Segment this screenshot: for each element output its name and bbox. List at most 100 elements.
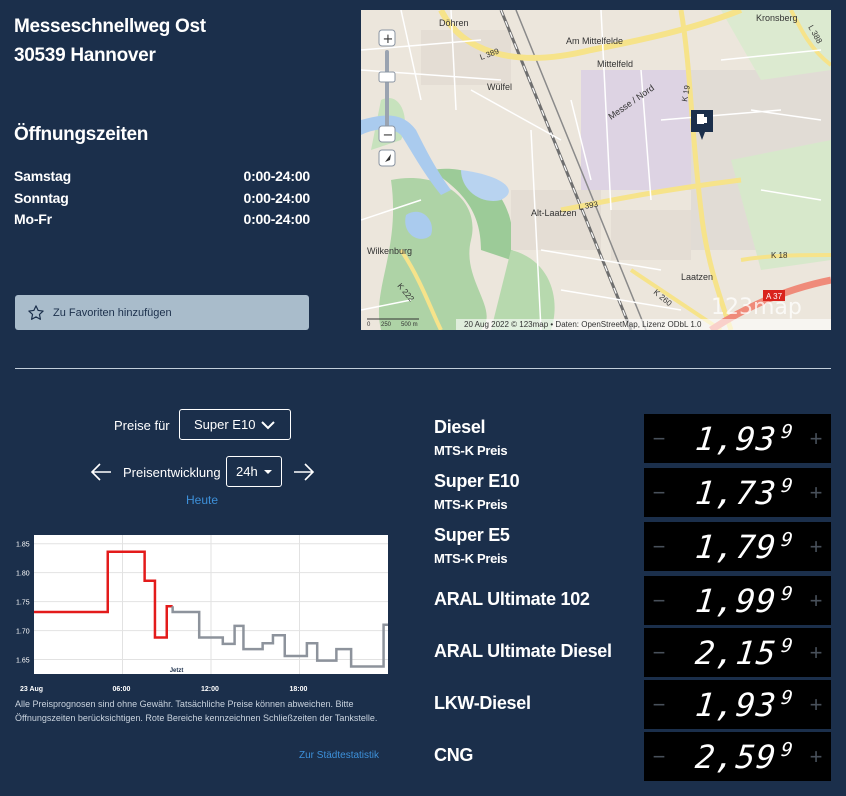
price-value: 2,599	[672, 738, 803, 776]
price-increase-button[interactable]: +	[809, 639, 823, 665]
x-tick-label: 23 Aug	[20, 686, 43, 693]
price-development-label: Preisentwicklung	[123, 465, 221, 480]
y-tick-label: 1.80	[16, 571, 30, 578]
price-decrease-button[interactable]: −	[652, 639, 666, 665]
price-tenth: 9	[780, 528, 795, 551]
time-range-select[interactable]: 24h	[226, 456, 282, 487]
locate-icon	[385, 154, 391, 162]
map-canvas[interactable]: Döhren Am Mittelfelde Mittelfeld Kronsbe…	[361, 10, 831, 330]
svg-text:250: 250	[381, 322, 392, 328]
svg-text:0: 0	[367, 322, 371, 328]
caret-down-icon	[263, 469, 272, 474]
price-main: 2,15	[693, 633, 779, 672]
y-tick-label: 1.75	[16, 600, 30, 607]
price-increase-button[interactable]: +	[809, 587, 823, 613]
road-label: K 18	[771, 251, 788, 260]
hours-day: Mo-Fr	[14, 211, 52, 227]
price-decrease-button[interactable]: −	[652, 533, 666, 559]
opening-hours-title: Öffnungszeiten	[14, 124, 149, 145]
price-series-line	[171, 606, 388, 668]
price-increase-button[interactable]: +	[809, 533, 823, 559]
price-increase-button[interactable]: +	[809, 479, 823, 505]
svg-text:500 m: 500 m	[401, 322, 418, 328]
fuel-name: ARAL Ultimate 102	[434, 589, 590, 609]
price-value: 1,939	[672, 420, 803, 458]
now-marker-label: Jetzt	[170, 668, 184, 674]
station-map[interactable]: Döhren Am Mittelfelde Mittelfeld Kronsbe…	[361, 10, 831, 330]
price-main: 2,59	[693, 737, 779, 776]
price-display: − 1,999 +	[644, 576, 831, 625]
hours-row: Mo-Fr 0:00-24:00	[14, 211, 310, 227]
price-main: 1,99	[693, 581, 779, 620]
price-increase-button[interactable]: +	[809, 743, 823, 769]
arrow-right-icon[interactable]	[293, 462, 315, 482]
city-statistics-link[interactable]: Zur Städtestatistik	[299, 750, 380, 761]
hours-time: 0:00-24:00	[243, 168, 311, 184]
fuel-price-source: MTS-K Preis	[434, 497, 508, 512]
map-scale: 0 250 500 m	[367, 318, 419, 328]
price-main: 1,93	[693, 419, 779, 458]
price-decrease-button[interactable]: −	[652, 479, 666, 505]
time-range-value: 24h	[236, 464, 258, 479]
price-display: − 2,159 +	[644, 628, 831, 677]
price-decrease-button[interactable]: −	[652, 587, 666, 613]
fuel-name: Super E5	[434, 525, 510, 545]
fuel-type-select[interactable]: Super E10	[179, 409, 291, 440]
fuel-name: ARAL Ultimate Diesel	[434, 641, 612, 661]
arrow-left-icon[interactable]	[90, 462, 112, 482]
price-series-line	[34, 550, 173, 639]
price-tenth: 9	[780, 634, 795, 657]
map-label: Döhren	[439, 18, 469, 28]
price-tenth: 9	[780, 738, 795, 761]
fuel-name: Super E10	[434, 471, 520, 491]
road-label: L 393	[578, 200, 600, 212]
zoom-control[interactable]: + −	[378, 29, 396, 167]
add-to-favorites-label: Zu Favoriten hinzufügen	[53, 306, 172, 319]
price-display: − 1,799 +	[644, 522, 831, 571]
price-display: − 1,939 +	[644, 414, 831, 463]
road-label: A 37	[766, 292, 783, 301]
price-tenth: 9	[780, 686, 795, 709]
fuel-type-selected: Super E10	[194, 417, 256, 432]
map-label: Am Mittelfelde	[566, 36, 623, 46]
x-tick-label: 06:00	[113, 686, 131, 693]
price-value: 1,739	[672, 474, 803, 512]
price-value: 1,799	[672, 528, 803, 566]
x-tick-label: 12:00	[201, 686, 219, 693]
chart-disclaimer: Alle Preisprognosen sind ohne Gewähr. Ta…	[15, 699, 378, 723]
price-decrease-button[interactable]: −	[652, 691, 666, 717]
price-value: 1,939	[672, 686, 803, 724]
price-increase-button[interactable]: +	[809, 425, 823, 451]
price-main: 1,73	[693, 473, 779, 512]
star-icon	[28, 304, 44, 320]
address-city: 30539 Hannover	[14, 45, 156, 66]
hours-time: 0:00-24:00	[243, 211, 311, 227]
x-tick-label: 18:00	[290, 686, 308, 693]
prices-for-label: Preise für	[114, 418, 170, 433]
today-link[interactable]: Heute	[186, 493, 219, 507]
price-value: 2,159	[672, 634, 803, 672]
map-brand: 123map	[711, 295, 802, 320]
map-label: Wilkenburg	[367, 246, 412, 256]
zoom-in-button: +	[383, 32, 394, 47]
map-label: Mittelfeld	[597, 59, 633, 69]
price-tenth: 9	[780, 420, 795, 443]
price-decrease-button[interactable]: −	[652, 743, 666, 769]
hours-day: Samstag	[14, 168, 71, 184]
fuel-price-source: MTS-K Preis	[434, 443, 508, 458]
chevron-down-icon	[261, 421, 275, 430]
hours-row: Samstag 0:00-24:00	[14, 168, 310, 184]
map-label: Laatzen	[681, 272, 713, 282]
fuel-station-marker-icon[interactable]	[691, 110, 713, 140]
add-to-favorites-button[interactable]: Zu Favoriten hinzufügen	[15, 295, 309, 330]
price-tenth: 9	[780, 474, 795, 497]
y-tick-label: 1.85	[16, 542, 30, 549]
price-increase-button[interactable]: +	[809, 691, 823, 717]
map-label: Alt-Laatzen	[531, 208, 577, 218]
price-value: 1,999	[672, 582, 803, 620]
fuel-name: LKW-Diesel	[434, 693, 531, 713]
fuel-name: CNG	[434, 745, 474, 765]
price-decrease-button[interactable]: −	[652, 425, 666, 451]
price-main: 1,93	[693, 685, 779, 724]
road-label: K 19	[680, 84, 692, 102]
